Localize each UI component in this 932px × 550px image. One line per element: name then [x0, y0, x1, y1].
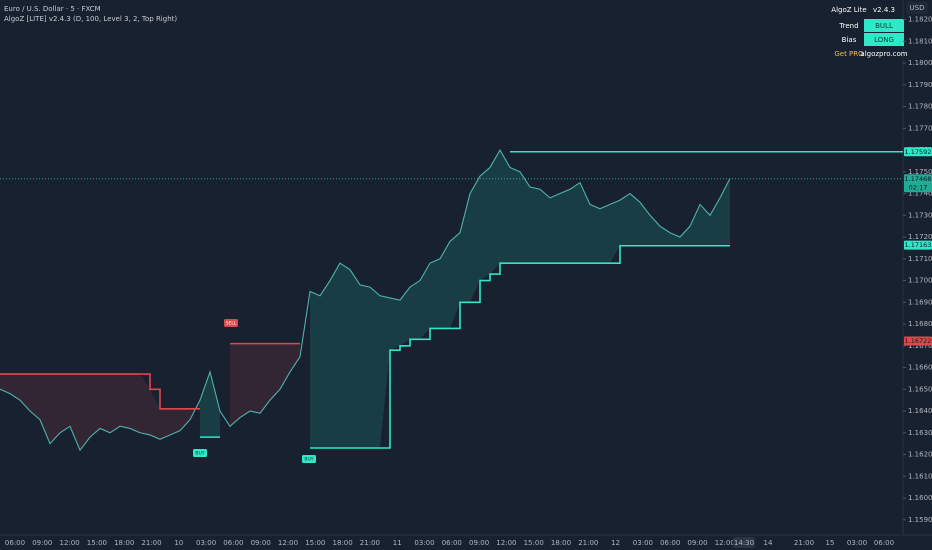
indicator-title: AlgoZ [LITE] v2.4.3 (D, 100, Level 3, 2,… [4, 15, 177, 23]
y-tick-label: 1.16500 [908, 385, 932, 393]
zone-fill [200, 371, 220, 438]
y-tick-label: 1.16800 [908, 320, 932, 328]
x-tick-label: 09:00 [469, 539, 489, 547]
price-tag-label: 1.17163 [905, 241, 932, 249]
panel-value: LONG [874, 36, 894, 44]
y-tick-label: 1.16000 [908, 494, 932, 502]
zone-fill [0, 374, 200, 451]
panel-label: Bias [842, 36, 857, 44]
price-tag-label: 1.16722 [905, 337, 932, 345]
bias-cell [864, 33, 904, 46]
signal-badge [193, 449, 207, 457]
signal-label: BUY [304, 457, 313, 463]
panel-label[interactable]: Get PRO [834, 50, 864, 58]
price-tag [904, 147, 932, 157]
y-tick-label: 1.18100 [908, 37, 932, 45]
y-tick-label: 1.16400 [908, 407, 932, 415]
x-tick-label: 09:00 [251, 539, 271, 547]
y-tick-label: 1.17000 [908, 277, 932, 285]
x-tick-label: 03:00 [414, 539, 434, 547]
panel-value: BULL [875, 22, 893, 30]
x-tick-label: 15:00 [305, 539, 325, 547]
x-tick-label: 18:00 [551, 539, 571, 547]
y-tick-label: 1.17700 [908, 124, 932, 132]
x-tick-label: 12:00 [496, 539, 516, 547]
panel-link[interactable]: algozpro.com [860, 50, 907, 58]
y-tick-label: 1.17200 [908, 233, 932, 241]
y-tick-label: 1.17900 [908, 81, 932, 89]
trail-line [200, 244, 730, 449]
y-tick-label: 1.17800 [908, 103, 932, 111]
x-tick-label: 12:00 [278, 539, 298, 547]
x-tick-label: 14 [764, 539, 773, 547]
zone-fill [230, 343, 300, 427]
x-tick-label: 09:00 [32, 539, 52, 547]
trend-cell [864, 19, 904, 32]
price-tag-label: 1.17592 [905, 148, 932, 156]
y-tick-label: 1.16900 [908, 298, 932, 306]
signal-label: SELL [226, 321, 237, 327]
plot [0, 148, 731, 452]
countdown: 02:17 [909, 183, 928, 191]
x-label-highlight [733, 537, 755, 548]
x-tick-label: 06:00 [442, 539, 462, 547]
signal-badge [302, 455, 316, 463]
x-tick-label: 21:00 [578, 539, 598, 547]
x-tick-label: 12:00 [715, 539, 735, 547]
trail-line [0, 342, 300, 410]
x-tick-label: 14:30 [734, 539, 754, 547]
y-tick-label: 1.17300 [908, 211, 932, 219]
y-tick-label: 1.16200 [908, 451, 932, 459]
x-tick-label: 18:00 [114, 539, 134, 547]
price-line [0, 148, 731, 452]
panel-title: AlgoZ Lite [831, 6, 866, 14]
price-tag [904, 174, 932, 193]
x-tick-label: 11 [393, 539, 402, 547]
price-tag-label: 1.17468 [905, 175, 932, 183]
panel-label: Trend [838, 22, 858, 30]
x-tick-label: 21:00 [360, 539, 380, 547]
x-tick-label: 21:00 [141, 539, 161, 547]
x-tick-label: 06:00 [5, 539, 25, 547]
x-tick-label: 15 [826, 539, 835, 547]
x-tick-label: 03:00 [196, 539, 216, 547]
zone-fill [310, 150, 730, 449]
price-tag [904, 336, 932, 346]
x-tick-label: 21:00 [794, 539, 814, 547]
y-tick-label: 1.17100 [908, 255, 932, 263]
y-tick-label: 1.16300 [908, 429, 932, 437]
x-tick-label: 06:00 [874, 539, 894, 547]
price-tag [904, 240, 932, 250]
x-tick-label: 06:00 [223, 539, 243, 547]
x-tick-label: 12:00 [60, 539, 80, 547]
symbol-title: Euro / U.S. Dollar · 5 · FXCM [4, 5, 101, 13]
y-tick-label: 1.16100 [908, 472, 932, 480]
x-tick-label: 15:00 [87, 539, 107, 547]
x-tick-label: 12 [611, 539, 620, 547]
panel: AlgoZ Lite v2.4.3 Trend BULL Bias LONG G… [831, 6, 907, 58]
y-tick-label: 1.17500 [908, 168, 932, 176]
x-tick-label: 10 [174, 539, 183, 547]
y-tick-label: 1.16600 [908, 364, 932, 372]
x-tick-label: 06:00 [660, 539, 680, 547]
signal-badge [224, 319, 238, 327]
x-tick-label: 03:00 [633, 539, 653, 547]
x-tick-label: 15:00 [524, 539, 544, 547]
y-tick-label: 1.18000 [908, 59, 932, 67]
y-tick-label: 1.17400 [908, 190, 932, 198]
x-tick-label: 03:00 [847, 539, 867, 547]
currency-box[interactable] [906, 2, 928, 14]
y-tick-label: 1.16700 [908, 342, 932, 350]
x-tick-label: 18:00 [333, 539, 353, 547]
panel-version: v2.4.3 [873, 6, 895, 14]
signal-label: BUY [195, 451, 204, 457]
currency[interactable]: USD [910, 4, 925, 12]
x-tick-label: 09:00 [687, 539, 707, 547]
y-tick-label: 1.18200 [908, 16, 932, 24]
